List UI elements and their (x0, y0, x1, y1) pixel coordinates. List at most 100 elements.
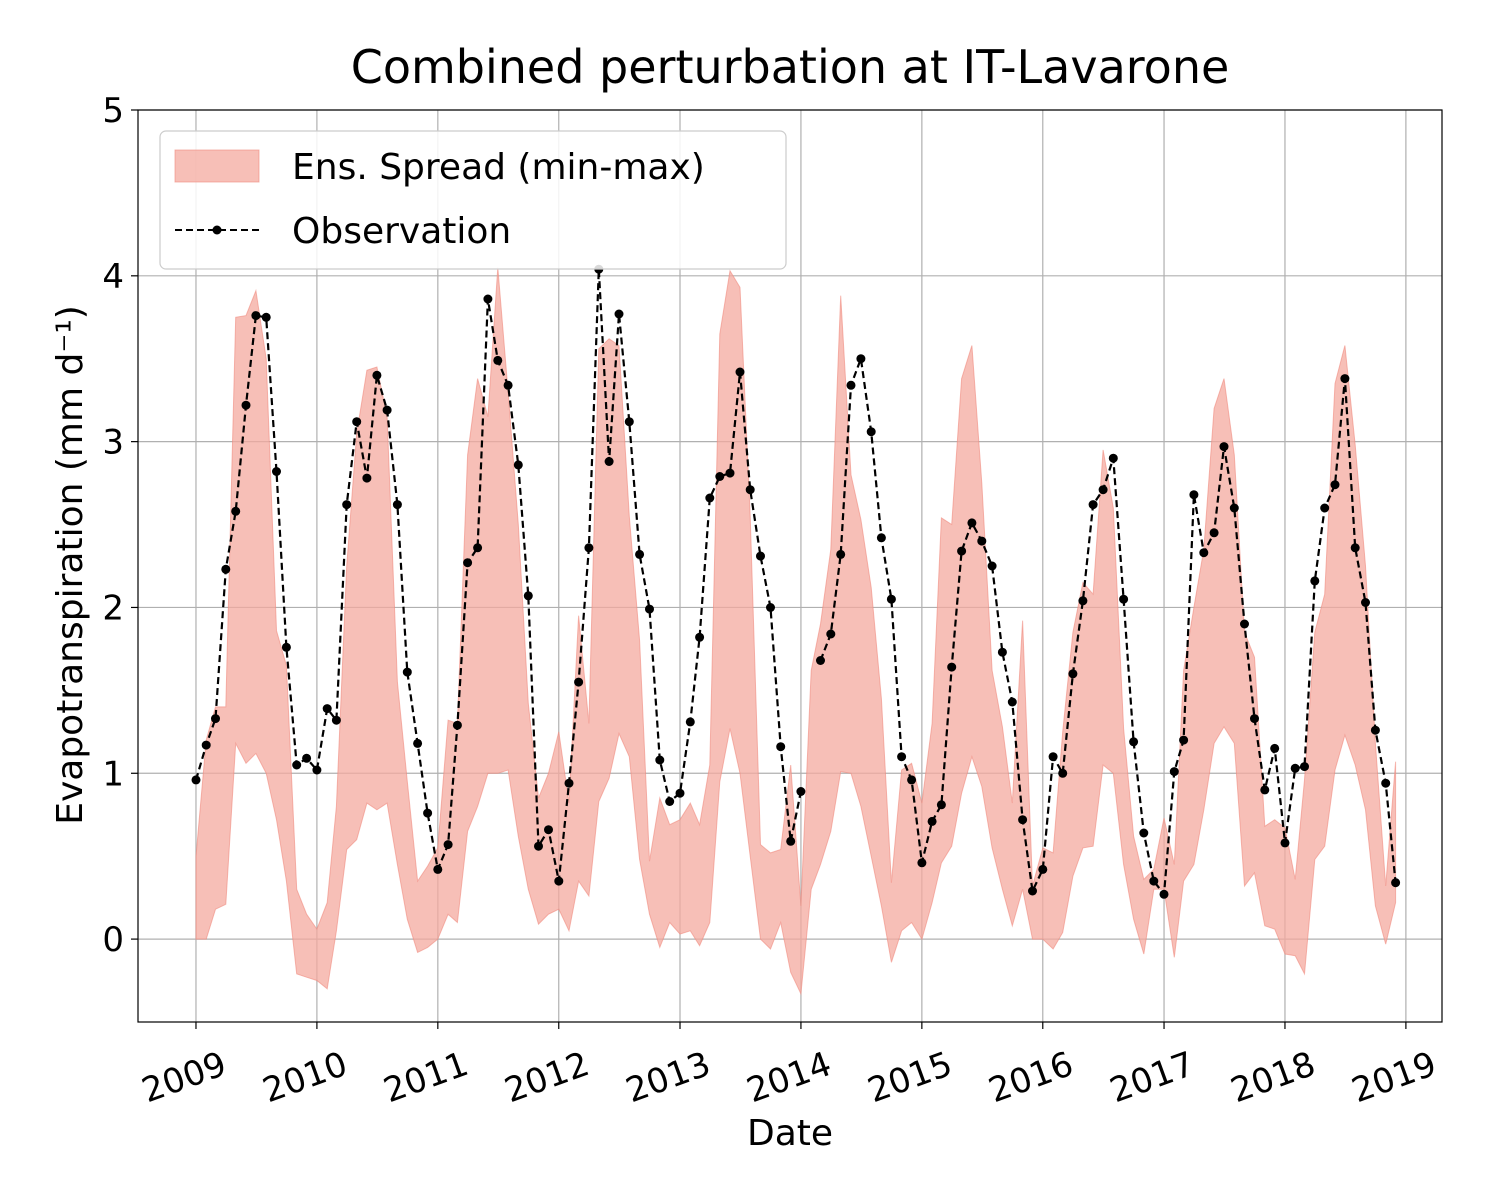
observation-point (745, 485, 755, 495)
observation-point (645, 604, 654, 614)
legend-marker-observation (212, 225, 222, 235)
observation-point (382, 405, 392, 415)
observation-point (1250, 714, 1259, 724)
observation-point (534, 841, 543, 851)
observation-point (725, 468, 735, 478)
observation-series (191, 264, 1401, 899)
observation-point (886, 594, 896, 604)
observation-point (1310, 576, 1320, 586)
y-tick-label: 5 (102, 91, 124, 131)
observation-point (1330, 480, 1340, 490)
observation-point (1058, 768, 1068, 778)
observation-point (302, 753, 312, 763)
observation-point (231, 506, 241, 516)
observation-point (856, 354, 866, 364)
observation-point (1300, 762, 1309, 772)
observation-point (1270, 743, 1280, 753)
observation-point (564, 778, 574, 788)
observation-point (1028, 886, 1037, 896)
observation-point (392, 500, 402, 510)
observation-point (584, 543, 594, 553)
observation-point (372, 370, 382, 380)
observation-point (292, 760, 302, 770)
observation-point (331, 715, 341, 725)
observation-point (473, 543, 483, 553)
observation-point (1088, 500, 1098, 510)
y-tick-label: 1 (102, 754, 124, 794)
observation-point (866, 427, 876, 437)
legend-label-observation: Observation (292, 211, 511, 252)
observation-point (655, 755, 665, 765)
observation-point (1209, 528, 1219, 538)
observation-point (766, 603, 775, 612)
observation-point (544, 825, 553, 835)
observation-point (1159, 889, 1169, 899)
observation-point (513, 460, 523, 470)
observation-point (241, 400, 251, 410)
observation-point (756, 551, 765, 561)
observation-point (685, 717, 695, 727)
observation-point (281, 642, 291, 652)
observation-point (776, 742, 786, 752)
observation-point (1199, 548, 1209, 558)
observation-point (211, 714, 220, 724)
observation-point (523, 591, 533, 601)
observation-point (796, 787, 806, 796)
observation-point (917, 858, 927, 868)
observation-point (897, 752, 907, 762)
observation-point (1280, 838, 1290, 848)
observation-point (967, 518, 977, 528)
observation-point (322, 704, 332, 714)
observation-point (251, 311, 261, 321)
observation-point (1240, 619, 1249, 629)
observation-point (675, 788, 685, 798)
observation-point (936, 800, 946, 810)
observation-point (1179, 735, 1189, 745)
chart-title: Combined perturbation at IT-Lavarone (351, 40, 1230, 94)
observation-point (987, 561, 997, 571)
observation-point (413, 738, 423, 748)
observation-point (1108, 453, 1118, 463)
observation-point (1129, 737, 1139, 747)
observation-point (826, 629, 836, 639)
observation-point (452, 720, 462, 730)
observation-point (1219, 442, 1229, 452)
x-axis-label: Date (747, 1113, 833, 1154)
observation-line (819, 358, 1397, 898)
y-axis-label: Evapotranspiration (mm d⁻¹) (50, 305, 91, 825)
observation-point (261, 312, 271, 322)
observation-point (705, 493, 715, 503)
observation-point (1139, 828, 1149, 838)
legend-swatch-spread (174, 149, 260, 183)
observation-point (1098, 485, 1108, 495)
observation-point (443, 840, 453, 850)
legend-box (159, 130, 787, 270)
observation-point (493, 355, 503, 365)
observation-point (483, 294, 493, 304)
observation-point (715, 472, 725, 481)
observation-point (312, 765, 322, 775)
observation-point (201, 740, 211, 750)
observation-point (927, 816, 937, 826)
observation-point (997, 647, 1007, 657)
observation-point (463, 558, 473, 568)
observation-point (1391, 878, 1401, 888)
observation-point (735, 367, 745, 377)
observation-point (1350, 543, 1360, 553)
observation-point (1290, 763, 1300, 773)
observation-point (221, 564, 231, 574)
observation-point (1340, 374, 1350, 384)
observation-point (342, 500, 352, 510)
y-tick-label: 3 (102, 423, 124, 463)
observation-point (1149, 876, 1159, 886)
observation-point (1018, 815, 1028, 825)
observation-point (1381, 778, 1391, 788)
observation-point (614, 309, 624, 319)
legend: Ens. Spread (min-max) Observation (159, 130, 787, 270)
y-tick-label: 0 (102, 920, 124, 960)
observation-point (1119, 594, 1129, 604)
observation-point (1189, 490, 1199, 500)
observation-point (1068, 669, 1078, 679)
observation-point (1361, 598, 1370, 607)
